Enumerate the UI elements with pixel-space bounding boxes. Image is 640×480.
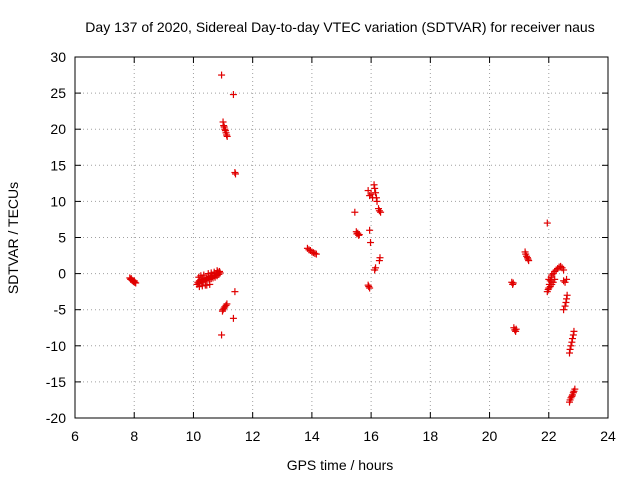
- grid-lines: [75, 57, 608, 418]
- data-point: [231, 288, 239, 296]
- data-point: [543, 219, 551, 227]
- y-tick-label: 0: [58, 266, 66, 282]
- data-point: [377, 208, 385, 216]
- data-point: [570, 327, 578, 335]
- data-point: [545, 275, 553, 283]
- x-tick-label: 6: [71, 428, 79, 444]
- data-point: [355, 231, 363, 239]
- data-point: [367, 239, 375, 247]
- x-tick-label: 22: [541, 428, 557, 444]
- data-point: [555, 263, 563, 271]
- data-point: [195, 283, 203, 291]
- data-point: [198, 282, 206, 290]
- data-point: [206, 280, 214, 288]
- data-point: [364, 187, 372, 195]
- y-tick-label: 20: [50, 121, 66, 137]
- data-point: [366, 226, 374, 234]
- data-point: [351, 208, 359, 216]
- data-point: [548, 271, 556, 279]
- y-tick-label: 25: [50, 85, 66, 101]
- data-point: [229, 314, 237, 322]
- data-point: [375, 207, 383, 215]
- data-point: [367, 190, 375, 198]
- data-point: [210, 268, 218, 276]
- x-axis-label: GPS time / hours: [287, 457, 394, 473]
- data-point: [560, 266, 568, 274]
- y-tick-label: -10: [46, 338, 66, 354]
- data-point: [373, 197, 381, 205]
- data-point: [223, 132, 231, 140]
- data-point: [207, 269, 215, 277]
- x-tick-label: 12: [245, 428, 261, 444]
- data-point: [372, 189, 380, 197]
- data-point: [222, 301, 230, 309]
- data-point: [309, 249, 317, 257]
- x-tick-label: 20: [482, 428, 498, 444]
- y-tick-label: -5: [54, 302, 67, 318]
- data-point: [557, 262, 565, 270]
- data-point: [563, 275, 571, 283]
- data-point: [561, 302, 569, 310]
- data-point: [218, 331, 226, 339]
- data-point: [567, 342, 575, 350]
- y-tick-label: -15: [46, 374, 66, 390]
- data-point: [213, 267, 221, 275]
- data-point: [525, 257, 533, 265]
- x-tick-label: 24: [600, 428, 616, 444]
- data-point: [200, 271, 208, 279]
- data-point: [308, 248, 316, 256]
- x-tick-label: 16: [363, 428, 379, 444]
- data-point: [366, 284, 374, 292]
- axis-ticks: [74, 56, 609, 419]
- data-point: [560, 306, 568, 314]
- x-tick-label: 10: [186, 428, 202, 444]
- data-point: [229, 91, 237, 99]
- data-point: [312, 250, 320, 258]
- data-point: [568, 335, 576, 343]
- y-tick-label: -20: [46, 410, 66, 426]
- data-point: [375, 257, 383, 265]
- data-point: [509, 279, 517, 287]
- data-point: [197, 272, 205, 280]
- data-point: [371, 184, 379, 192]
- data-point: [311, 249, 319, 257]
- data-point: [563, 291, 571, 299]
- data-point: [223, 300, 231, 308]
- data-points: [126, 71, 579, 406]
- data-point: [511, 326, 519, 334]
- data-point: [551, 275, 559, 283]
- data-point: [204, 270, 212, 278]
- data-point: [560, 277, 568, 285]
- chart-title: Day 137 of 2020, Sidereal Day-to-day VTE…: [85, 19, 594, 35]
- data-point: [571, 385, 579, 393]
- x-tick-label: 18: [423, 428, 439, 444]
- plot-frame: [74, 56, 609, 419]
- data-point: [201, 281, 209, 289]
- y-tick-label: 5: [58, 230, 66, 246]
- data-point: [130, 277, 138, 285]
- data-point: [365, 283, 373, 291]
- y-tick-label: 30: [50, 49, 66, 65]
- data-point: [231, 170, 239, 178]
- y-tick-label: 10: [50, 193, 66, 209]
- data-point: [566, 345, 574, 353]
- x-tick-label: 8: [130, 428, 138, 444]
- y-axis-label: SDTVAR / TECUs: [5, 182, 21, 294]
- y-tick-label: 15: [50, 157, 66, 173]
- data-point: [512, 325, 520, 333]
- data-point: [218, 71, 226, 79]
- data-point: [371, 266, 379, 274]
- x-tick-label: 14: [304, 428, 320, 444]
